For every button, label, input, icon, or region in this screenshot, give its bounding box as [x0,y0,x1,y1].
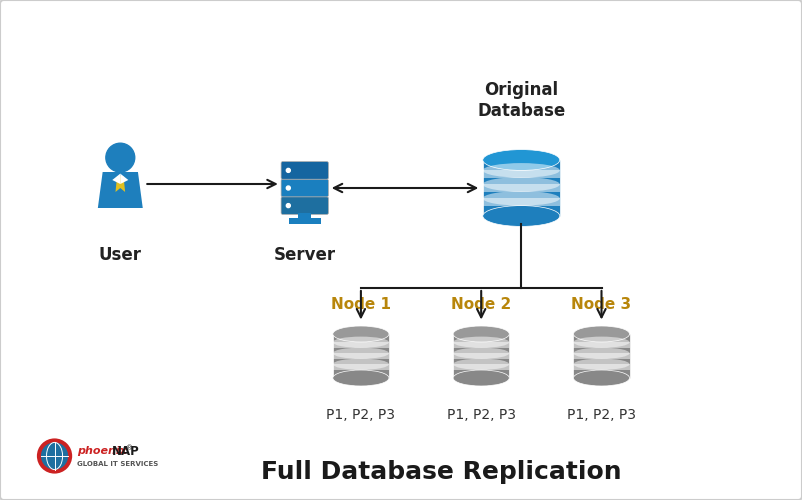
Text: User: User [99,246,142,264]
Polygon shape [115,176,125,192]
Text: Node 1: Node 1 [331,297,391,312]
FancyBboxPatch shape [573,364,630,370]
Ellipse shape [573,348,630,359]
Circle shape [106,143,135,172]
Ellipse shape [333,358,389,370]
Ellipse shape [483,150,560,171]
FancyBboxPatch shape [483,184,560,192]
FancyBboxPatch shape [333,342,389,348]
Ellipse shape [453,336,509,348]
Circle shape [286,186,290,190]
Circle shape [286,204,290,208]
Ellipse shape [453,348,509,359]
Ellipse shape [573,326,630,342]
FancyBboxPatch shape [573,353,630,359]
Polygon shape [98,172,143,208]
Text: Full Database Replication: Full Database Replication [261,460,622,484]
Polygon shape [120,174,128,184]
FancyBboxPatch shape [453,342,509,348]
Text: P1, P2, P3: P1, P2, P3 [326,408,395,422]
Ellipse shape [483,206,560,227]
FancyBboxPatch shape [333,353,389,359]
Text: phoenix: phoenix [77,446,127,456]
Text: GLOBAL IT SERVICES: GLOBAL IT SERVICES [78,461,159,467]
FancyBboxPatch shape [573,342,630,348]
Ellipse shape [483,191,560,206]
FancyBboxPatch shape [333,334,389,378]
FancyBboxPatch shape [281,162,329,179]
Circle shape [286,168,290,172]
Polygon shape [112,174,120,184]
Text: P1, P2, P3: P1, P2, P3 [447,408,516,422]
Text: P1, P2, P3: P1, P2, P3 [567,408,636,422]
Ellipse shape [333,348,389,359]
FancyBboxPatch shape [298,213,311,219]
FancyBboxPatch shape [453,334,509,378]
Text: Node 2: Node 2 [451,297,512,312]
FancyBboxPatch shape [333,364,389,370]
Text: Original
Database: Original Database [477,81,565,120]
FancyBboxPatch shape [281,179,329,197]
FancyBboxPatch shape [281,197,329,214]
Ellipse shape [333,336,389,348]
Ellipse shape [573,370,630,386]
Ellipse shape [573,358,630,370]
FancyBboxPatch shape [483,198,560,205]
Text: Server: Server [273,246,336,264]
FancyBboxPatch shape [453,353,509,359]
FancyBboxPatch shape [483,160,560,216]
Circle shape [37,438,72,474]
Circle shape [41,442,68,469]
Text: ®: ® [127,446,133,452]
Ellipse shape [483,163,560,178]
Text: NAP: NAP [112,444,140,458]
Ellipse shape [333,370,389,386]
Ellipse shape [453,358,509,370]
FancyBboxPatch shape [483,170,560,177]
FancyBboxPatch shape [289,218,321,224]
FancyBboxPatch shape [453,364,509,370]
Ellipse shape [333,326,389,342]
Ellipse shape [483,177,560,192]
Ellipse shape [453,370,509,386]
Text: Node 3: Node 3 [572,297,631,312]
Ellipse shape [573,336,630,348]
Ellipse shape [453,326,509,342]
FancyBboxPatch shape [573,334,630,378]
